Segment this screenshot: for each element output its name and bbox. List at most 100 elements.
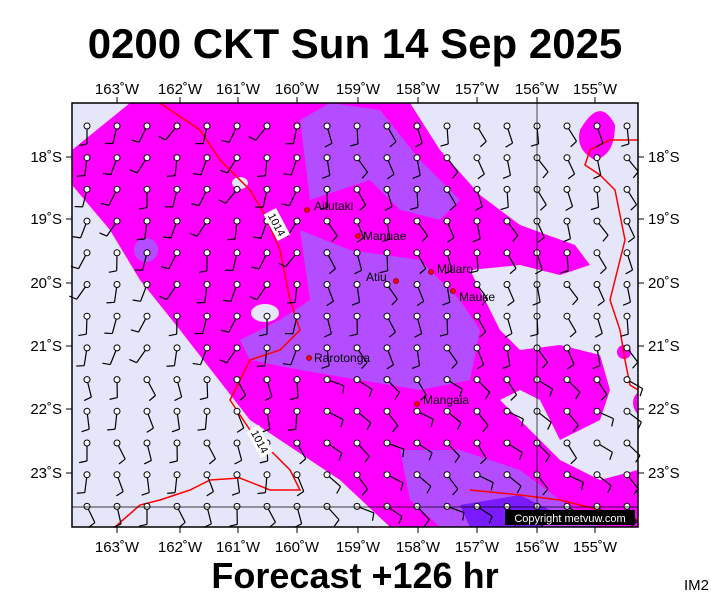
barb-flag — [481, 298, 489, 306]
barb-flag — [350, 143, 359, 147]
lon-label: 156˚W — [515, 81, 560, 98]
barb-station — [263, 249, 271, 257]
barb-station — [413, 217, 421, 225]
barb-flag — [394, 392, 400, 400]
barb-flag — [580, 482, 584, 491]
place-label: Aitutaki — [314, 199, 353, 213]
copyright-box — [505, 510, 635, 525]
barb-flag — [488, 515, 493, 524]
barb-flag — [502, 365, 511, 370]
barb-flag — [479, 331, 487, 338]
barb-flag — [99, 232, 108, 237]
barb-station — [623, 217, 631, 225]
barb-flag — [160, 266, 169, 270]
barb-station — [413, 407, 421, 415]
barb-flag — [139, 206, 148, 210]
barb-station — [593, 281, 601, 288]
barb-flag — [72, 236, 81, 239]
place-label: Mangaia — [423, 393, 469, 407]
barb-flag — [257, 492, 266, 495]
lat-label: 18˚S — [648, 149, 680, 166]
island — [450, 288, 456, 294]
barb-station — [593, 154, 601, 162]
barb-station — [503, 217, 511, 225]
barb-station — [473, 502, 481, 510]
barb-flag — [611, 418, 615, 427]
barb-station — [263, 122, 271, 130]
barb-flag — [549, 388, 553, 397]
barb-flag — [398, 516, 403, 525]
barb-station — [473, 471, 481, 479]
barb-flag — [520, 418, 524, 427]
barb-station — [353, 281, 361, 288]
barb-flag — [287, 301, 296, 304]
barb-station — [623, 185, 631, 193]
barb-flag — [342, 385, 345, 394]
precip-gap — [251, 304, 279, 322]
barb-flag — [169, 460, 178, 464]
barb-station — [503, 185, 511, 193]
lon-label: 159˚W — [336, 81, 381, 98]
barb-station — [383, 217, 391, 225]
barb-flag — [319, 206, 328, 210]
barb-flag — [386, 364, 394, 370]
barb-flag — [414, 333, 422, 338]
barb-flag — [141, 491, 150, 496]
barb-station — [443, 122, 451, 130]
barb-flag — [340, 419, 344, 428]
barb-station — [323, 502, 331, 510]
barb-flag — [507, 300, 515, 307]
barb-flag — [594, 332, 603, 338]
barb-flag — [199, 397, 208, 401]
barb-station — [143, 185, 151, 193]
graticule-labels: 163˚W 163˚W 162˚W 162˚W 161˚W 161˚W 160˚W 160˚W… — [30, 81, 679, 556]
barb-station — [563, 502, 571, 510]
barb-flag — [391, 298, 398, 306]
barb-flag — [632, 361, 639, 369]
barb-station — [563, 471, 571, 479]
barb-flag — [249, 296, 258, 301]
barb-station — [503, 376, 511, 384]
barb-flag — [592, 365, 601, 370]
barb-flag — [256, 365, 265, 368]
barb-flag — [322, 174, 331, 179]
barb-station — [203, 122, 211, 130]
barb-flag — [324, 142, 333, 148]
place-label: Manuae — [363, 229, 407, 243]
barb-station — [113, 344, 121, 352]
barb-flag — [590, 206, 599, 211]
barb-station — [563, 439, 571, 447]
lat-label: 21˚S — [648, 338, 680, 355]
barb-flag — [575, 391, 581, 400]
barb-flag — [569, 331, 577, 338]
barb-flag — [412, 174, 421, 179]
map-frame — [71, 102, 639, 528]
barb-station — [203, 471, 211, 479]
barb-flag — [282, 363, 291, 366]
barb-station — [443, 502, 451, 510]
barb-flag — [570, 457, 577, 465]
barb-station — [113, 249, 121, 257]
barb-station — [383, 502, 391, 510]
barb-station — [623, 344, 631, 352]
barb-station — [173, 376, 181, 384]
barb-station — [263, 376, 271, 384]
barb-station — [413, 502, 421, 510]
barb-station — [323, 439, 331, 447]
barb-station — [623, 122, 631, 130]
isobar-label-box — [263, 208, 291, 242]
barb-flag — [159, 295, 168, 300]
barb-station — [203, 281, 211, 288]
barb-station — [113, 502, 121, 510]
barb-flag — [167, 175, 176, 177]
barb-flag — [193, 173, 202, 176]
barb-flag — [490, 482, 494, 491]
barb-flag — [354, 269, 362, 275]
barb-flag — [565, 205, 573, 212]
barb-flag — [349, 333, 358, 337]
barb-flag — [364, 455, 370, 464]
barb-station — [233, 502, 241, 510]
barb-flag — [148, 395, 156, 402]
barb-station — [293, 439, 301, 447]
